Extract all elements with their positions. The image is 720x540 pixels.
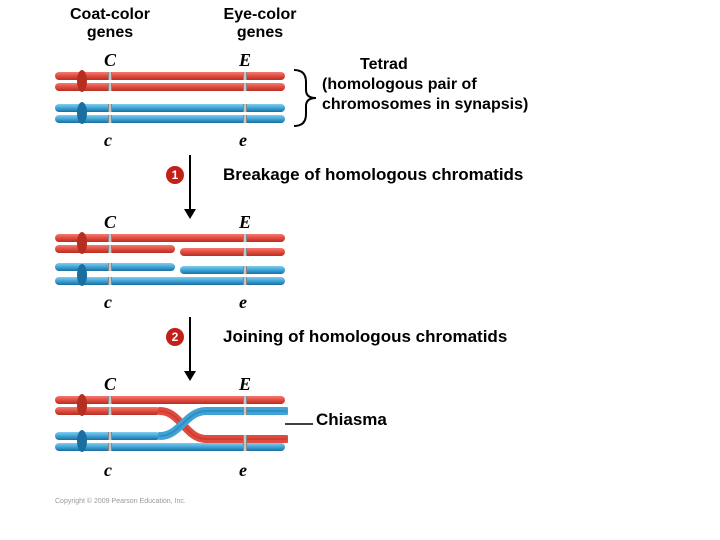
allele-E-1: E (239, 50, 251, 71)
chromatid-red-3a (55, 396, 285, 404)
locus (108, 83, 112, 91)
locus (243, 435, 247, 443)
arrow-2-line (189, 317, 191, 371)
allele-e-1: e (239, 130, 247, 151)
centromere-red-3 (77, 394, 87, 416)
allele-e-3: e (239, 460, 247, 481)
locus (243, 104, 247, 112)
allele-C-1: C (104, 50, 116, 71)
locus (108, 443, 112, 451)
arrow-2-head (184, 371, 196, 381)
step-1-text: Breakage of homologous chromatids (223, 165, 523, 185)
locus (108, 432, 112, 440)
allele-c-2: c (104, 292, 112, 313)
locus (108, 245, 112, 253)
step-1-badge: 1 (166, 166, 184, 184)
chromatid-red-1b (55, 83, 285, 91)
allele-E-2: E (239, 212, 251, 233)
arrow-1-head (184, 209, 196, 219)
chiasma-cross (158, 404, 288, 448)
locus (243, 115, 247, 123)
chromatid-blue-1a (55, 104, 285, 112)
allele-c-1: c (104, 130, 112, 151)
locus (108, 407, 112, 415)
chromatid-blue-2a-left (55, 263, 175, 271)
chromatid-blue-2b (55, 277, 285, 285)
allele-E-3: E (239, 374, 251, 395)
tetrad-label-1: Tetrad (360, 56, 408, 74)
locus (243, 396, 247, 404)
locus (243, 72, 247, 80)
locus (108, 104, 112, 112)
step-2-badge: 2 (166, 328, 184, 346)
centromere-blue-2 (77, 264, 87, 286)
chromatid-red-2a (55, 234, 285, 242)
chiasma-label: Chiasma (316, 410, 387, 430)
locus (108, 72, 112, 80)
tetrad-label-2: (homologous pair of (322, 76, 477, 94)
arrow-1-line (189, 155, 191, 209)
locus (243, 443, 247, 451)
chromatid-red-2b-right (180, 248, 285, 256)
allele-c-3: c (104, 460, 112, 481)
chromatid-red-1a (55, 72, 285, 80)
locus (108, 396, 112, 404)
header-coat: Coat-color genes (55, 6, 165, 42)
locus (243, 266, 247, 274)
allele-C-2: C (104, 212, 116, 233)
centromere-blue-1 (77, 102, 87, 124)
locus (243, 248, 247, 256)
locus (108, 115, 112, 123)
locus (108, 277, 112, 285)
centromere-red-2 (77, 232, 87, 254)
locus (243, 234, 247, 242)
chromatid-blue-1b (55, 115, 285, 123)
copyright-text: Copyright © 2009 Pearson Education, Inc. (55, 498, 186, 505)
allele-e-2: e (239, 292, 247, 313)
chromatid-red-2b-left (55, 245, 175, 253)
chiasma-pointer (285, 418, 315, 430)
tetrad-brace (292, 68, 320, 128)
tetrad-label-3: chromosomes in synapsis) (322, 96, 528, 114)
allele-C-3: C (104, 374, 116, 395)
centromere-blue-3 (77, 430, 87, 452)
centromere-red-1 (77, 70, 87, 92)
locus (108, 263, 112, 271)
step-2-text: Joining of homologous chromatids (223, 327, 507, 347)
locus (243, 407, 247, 415)
locus (108, 234, 112, 242)
header-eye: Eye-color genes (205, 6, 315, 42)
locus (243, 277, 247, 285)
chromatid-blue-2a-right (180, 266, 285, 274)
locus (243, 83, 247, 91)
